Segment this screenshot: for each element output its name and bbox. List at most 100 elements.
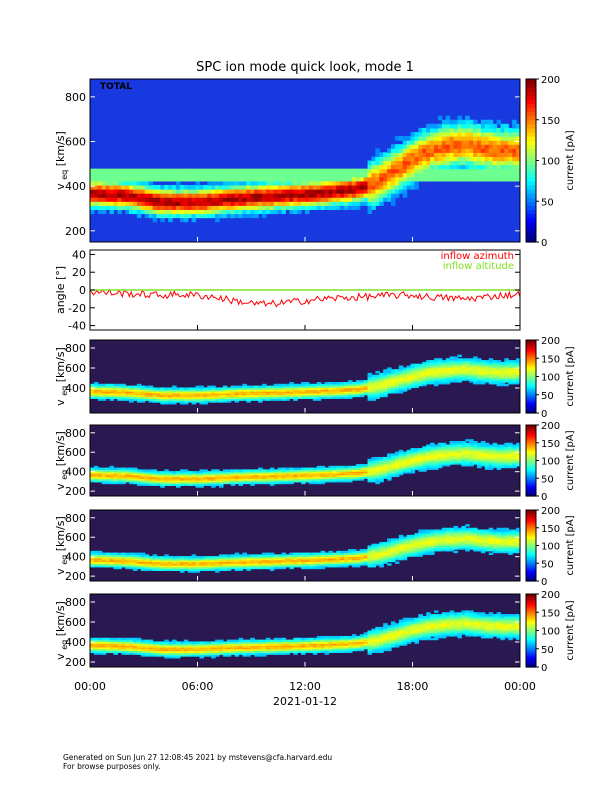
- spectrogram-cell: [351, 559, 357, 563]
- spectrogram-cell: [121, 556, 126, 559]
- spectrogram-cell: [379, 168, 384, 174]
- spectrogram-cell: [113, 565, 118, 568]
- spectrogram-cell: [437, 462, 443, 465]
- spectrogram-cell: [387, 458, 392, 462]
- spectrogram-cell: [156, 471, 161, 474]
- spectrogram-cell: [246, 476, 251, 479]
- spectrogram-cell: [437, 144, 443, 149]
- spectrogram-cell: [301, 176, 306, 182]
- spectrogram-cell: [480, 140, 486, 145]
- spectrogram-cell: [398, 471, 404, 474]
- spectrogram-cell: [512, 446, 517, 449]
- spectrogram-cell: [160, 400, 165, 403]
- spectrogram-cell: [383, 371, 388, 374]
- spectrogram-cell: [105, 184, 111, 190]
- spectrogram-cell: [434, 160, 439, 166]
- spectrogram-cell: [375, 391, 380, 394]
- spectrogram-cell: [363, 197, 369, 202]
- spectrogram-cell: [254, 184, 259, 190]
- spectrogram-cell: [222, 478, 228, 481]
- spectrogram-cell: [183, 168, 189, 174]
- spectrogram-cell: [328, 465, 333, 469]
- spectrogram-cell: [199, 402, 204, 405]
- spectrogram-cell: [262, 385, 267, 389]
- spectrogram-cell: [406, 152, 412, 158]
- spectrogram-cell: [105, 467, 111, 470]
- spectrogram-cell: [430, 369, 435, 372]
- spectrogram-cell: [477, 380, 482, 383]
- spectrogram-cell: [129, 184, 134, 190]
- spectrogram-cell: [383, 372, 388, 376]
- spectrogram-cell: [226, 392, 232, 396]
- spectrogram-cell: [398, 462, 404, 465]
- spectrogram-cell: [125, 385, 130, 389]
- spectrogram-cell: [109, 396, 115, 399]
- colorbar-segment: [526, 369, 536, 372]
- spectrogram-cell: [363, 201, 369, 206]
- spectrogram-cell: [391, 172, 396, 178]
- spectrogram-cell: [391, 543, 396, 547]
- spectrogram-cell: [445, 365, 451, 368]
- spectrogram-cell: [445, 363, 451, 367]
- spectrogram-cell: [477, 376, 482, 379]
- spectrogram-cell: [441, 529, 447, 532]
- spectrogram-cell: [269, 184, 275, 190]
- spectrogram-cell: [97, 396, 103, 399]
- spectrogram-cell: [398, 541, 404, 545]
- spectrogram-cell: [176, 396, 181, 399]
- spectrogram-cell: [133, 556, 138, 559]
- spectrogram-cell: [508, 380, 513, 383]
- spectrogram-cell: [172, 483, 177, 486]
- spectrogram-cell: [176, 476, 181, 479]
- spectrogram-cell: [379, 472, 384, 476]
- spectrogram-cell: [93, 563, 99, 566]
- spectrogram-cell: [426, 164, 431, 170]
- spectrogram-cell: [215, 213, 220, 219]
- spectrogram-cell: [359, 478, 365, 481]
- spectrogram-cell: [254, 213, 259, 219]
- spectrogram-cell: [129, 561, 134, 564]
- spectrogram-cell: [379, 478, 384, 481]
- spectrogram-cell: [101, 557, 107, 561]
- spectrogram-cell: [461, 148, 466, 153]
- spectrogram-cell: [492, 367, 498, 370]
- spectrogram-cell: [394, 381, 400, 385]
- spectrogram-cell: [394, 387, 400, 390]
- spectrogram-cell: [496, 446, 502, 449]
- spectrogram-cell: [351, 180, 357, 186]
- spectrogram-cell: [297, 168, 302, 174]
- spectrogram-cell: [172, 213, 177, 219]
- spectrogram-cell: [387, 152, 392, 158]
- spectrogram-cell: [90, 554, 95, 557]
- spectrogram-cell: [140, 205, 146, 210]
- colorbar-tick-label: 150: [541, 439, 560, 450]
- spectrogram-cell: [133, 481, 138, 485]
- spectrogram-cell: [265, 391, 271, 394]
- spectrogram-cell: [168, 478, 173, 481]
- spectrogram-cell: [191, 392, 197, 396]
- spectrogram-cell: [113, 189, 118, 194]
- spectrogram-cell: [269, 209, 275, 215]
- spectrogram-cell: [336, 559, 341, 563]
- colorbar-segment: [526, 193, 536, 198]
- spectrogram-cell: [203, 189, 208, 194]
- spectrogram-cell: [367, 472, 373, 476]
- spectrogram-cell: [168, 172, 173, 178]
- spectrogram-cell: [332, 205, 337, 210]
- spectrogram-cell: [434, 358, 439, 361]
- spectrogram-cell: [426, 541, 431, 545]
- spectrogram-cell: [410, 534, 416, 538]
- spectrogram-cell: [215, 476, 220, 479]
- spectrogram-cell: [449, 164, 455, 170]
- spectrogram-cell: [461, 168, 466, 174]
- spectrogram-cell: [359, 168, 365, 174]
- spectrogram-cell: [398, 164, 404, 170]
- spectrogram-cell: [215, 184, 220, 190]
- spectrogram-cell: [316, 481, 322, 485]
- spectrogram-cell: [336, 387, 341, 390]
- spectrogram-cell: [234, 565, 240, 568]
- spectrogram-cell: [465, 531, 470, 534]
- spectrogram-cell: [172, 556, 177, 559]
- colorbar-segment: [526, 425, 536, 428]
- spectrogram-cell: [144, 387, 150, 390]
